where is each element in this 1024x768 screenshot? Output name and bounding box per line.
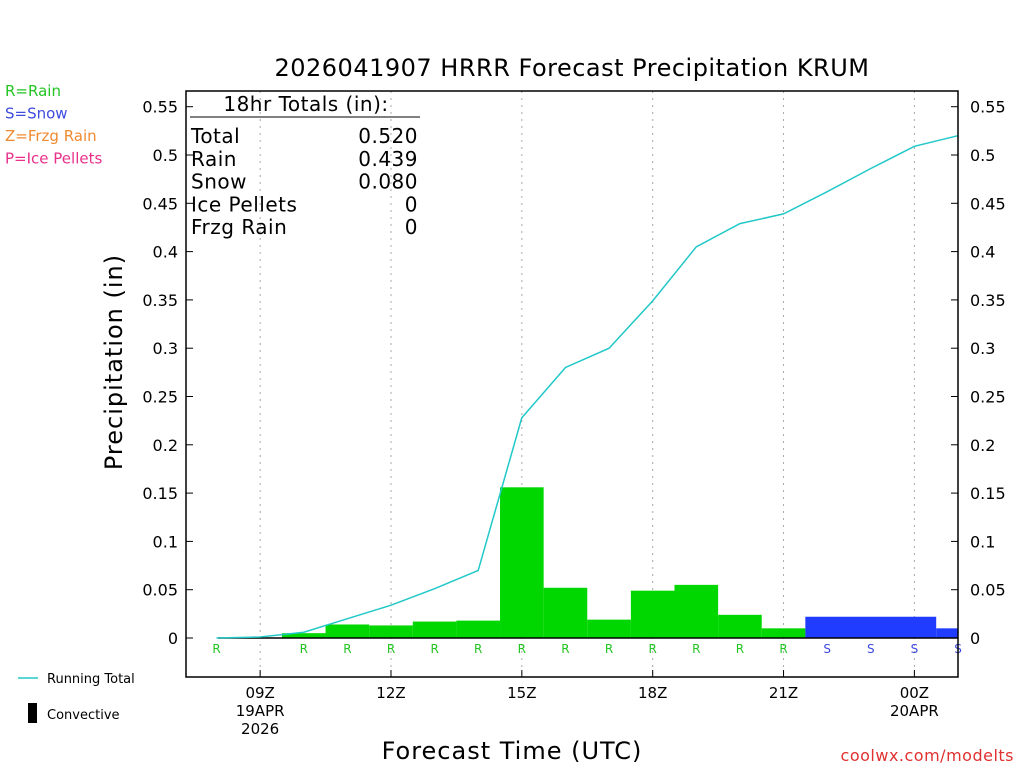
y-tick-label-right-5: 0.25: [970, 388, 1006, 407]
type-label-6: R: [518, 642, 526, 656]
plot-frame: [185, 90, 959, 678]
totals-row-value-2: 0.080: [358, 170, 418, 194]
type-label-7: R: [561, 642, 569, 656]
y-tick-label-left-8: 0.4: [153, 243, 178, 262]
y-tick-label-left-10: 0.5: [153, 146, 178, 165]
totals-row-label-1: Rain: [191, 147, 237, 171]
y-tick-label-right-9: 0.45: [970, 194, 1006, 213]
totals-title: 18hr Totals (in):: [223, 92, 388, 116]
totals-row-label-0: Total: [190, 124, 240, 148]
x-tick-label-0-1: 19APR: [236, 702, 285, 720]
precip-bar-12: [718, 614, 762, 638]
precip-bar-15: [936, 628, 958, 638]
bottom-legend: Running Total Convective: [18, 672, 135, 723]
y-tick-label-left-5: 0.25: [142, 388, 178, 407]
y-axis-label: Precipitation (in): [100, 254, 128, 470]
type-label-14: S: [867, 642, 875, 656]
totals-row-value-3: 0: [405, 192, 418, 216]
type-label-15: S: [911, 642, 919, 656]
type-label-10: R: [692, 642, 700, 656]
type-label-2: R: [343, 642, 351, 656]
precip-bar-8: [543, 587, 588, 638]
chart-title: 2026041907 HRRR Forecast Precipitation K…: [274, 54, 869, 82]
x-tick-label-0-2: 2026: [241, 720, 279, 738]
x-tick-label-1-0: 12Z: [376, 684, 405, 702]
totals-row-label-3: Ice Pellets: [191, 192, 297, 216]
legend-item-2: Z=Frzg Rain: [5, 127, 97, 145]
running-total-legend-label: Running Total: [47, 672, 135, 687]
precip-bar-5: [412, 621, 457, 638]
y-tick-label-right-10: 0.5: [970, 146, 995, 165]
legend-item-3: P=Ice Pellets: [5, 150, 102, 168]
legend-item-0: R=Rain: [5, 82, 61, 100]
y-tick-label-left-7: 0.35: [142, 291, 178, 310]
y-tick-label-left-1: 0.05: [142, 581, 178, 600]
type-label-8: R: [605, 642, 613, 656]
y-tick-label-left-0: 0: [168, 629, 178, 648]
y-tick-label-right-7: 0.35: [970, 291, 1006, 310]
type-label-4: R: [430, 642, 438, 656]
precip-bar-3: [325, 624, 370, 638]
precip-bar-7: [500, 487, 544, 638]
type-label-0: R: [212, 642, 220, 656]
y-tick-label-right-2: 0.1: [970, 532, 995, 551]
y-tick-label-left-2: 0.1: [153, 532, 178, 551]
y-tick-label-left-4: 0.2: [153, 436, 178, 455]
credit-text: coolwx.com/modelts: [841, 746, 1014, 765]
y-tick-label-left-9: 0.45: [142, 194, 178, 213]
y-axis-left: 0 0.05 0.1 0.15 0.2 0.25 0.3 0.35 0.4 0.45 0.5 0.55: [142, 98, 193, 648]
y-axis-right: 0 0.05 0.1 0.15 0.2 0.25 0.3 0.35 0.4 0.45 0.5 0.55: [951, 98, 1006, 648]
y-tick-label-right-4: 0.2: [970, 436, 995, 455]
precip-bar-10: [630, 590, 675, 638]
type-label-13: S: [823, 642, 831, 656]
precip-bar-11: [674, 584, 719, 638]
precip-bar-6: [456, 620, 501, 638]
y-tick-label-left-11: 0.55: [142, 98, 178, 117]
type-label-1: R: [300, 642, 308, 656]
precip-bar-2: [281, 633, 326, 638]
precip-bar-9: [587, 619, 631, 638]
x-tick-label-5-1: 20APR: [890, 702, 939, 720]
totals-row-value-4: 0: [405, 215, 418, 239]
y-tick-label-right-6: 0.3: [970, 339, 995, 358]
type-label-11: R: [736, 642, 744, 656]
y-tick-label-right-11: 0.55: [970, 98, 1006, 117]
totals-row-value-0: 0.520: [358, 124, 418, 148]
x-tick-label-5-0: 00Z: [900, 684, 929, 702]
type-label-3: R: [387, 642, 395, 656]
totals-row-value-1: 0.439: [358, 147, 418, 171]
precip-bar-13: [761, 628, 806, 638]
type-label-5: R: [474, 642, 482, 656]
y-tick-label-right-3: 0.15: [970, 484, 1006, 503]
type-label-12: R: [779, 642, 787, 656]
totals-row-label-4: Frzg Rain: [191, 215, 287, 239]
precip-bar-4: [369, 625, 413, 638]
convective-legend-label: Convective: [47, 708, 120, 723]
type-label-9: R: [649, 642, 657, 656]
totals-row-label-2: Snow: [191, 170, 247, 194]
y-tick-label-left-3: 0.15: [142, 484, 178, 503]
convective-swatch: [28, 703, 37, 723]
precip-bar-14: [805, 616, 937, 638]
x-tick-label-0-0: 09Z: [245, 684, 274, 702]
x-axis-label: Forecast Time (UTC): [382, 737, 643, 765]
totals-rows: Total 0.520 Rain 0.439 Snow 0.080 Ice Pellets 0…: [190, 124, 418, 239]
y-tick-label-right-1: 0.05: [970, 581, 1006, 600]
y-tick-label-left-6: 0.3: [153, 339, 178, 358]
totals-box: 18hr Totals (in): Total 0.520 Rain 0.439 Sno…: [190, 92, 420, 239]
precip-bars: [281, 487, 958, 638]
legend-item-1: S=Snow: [5, 105, 68, 123]
x-tick-label-2-0: 15Z: [507, 684, 536, 702]
x-tick-label-3-0: 18Z: [638, 684, 667, 702]
running-total-line: [216, 134, 959, 639]
y-tick-label-right-8: 0.4: [970, 243, 995, 262]
y-tick-label-right-0: 0: [970, 629, 980, 648]
precip-type-legend: R=Rain S=Snow Z=Frzg Rain P=Ice Pellets: [5, 82, 102, 168]
x-tick-label-4-0: 21Z: [769, 684, 798, 702]
